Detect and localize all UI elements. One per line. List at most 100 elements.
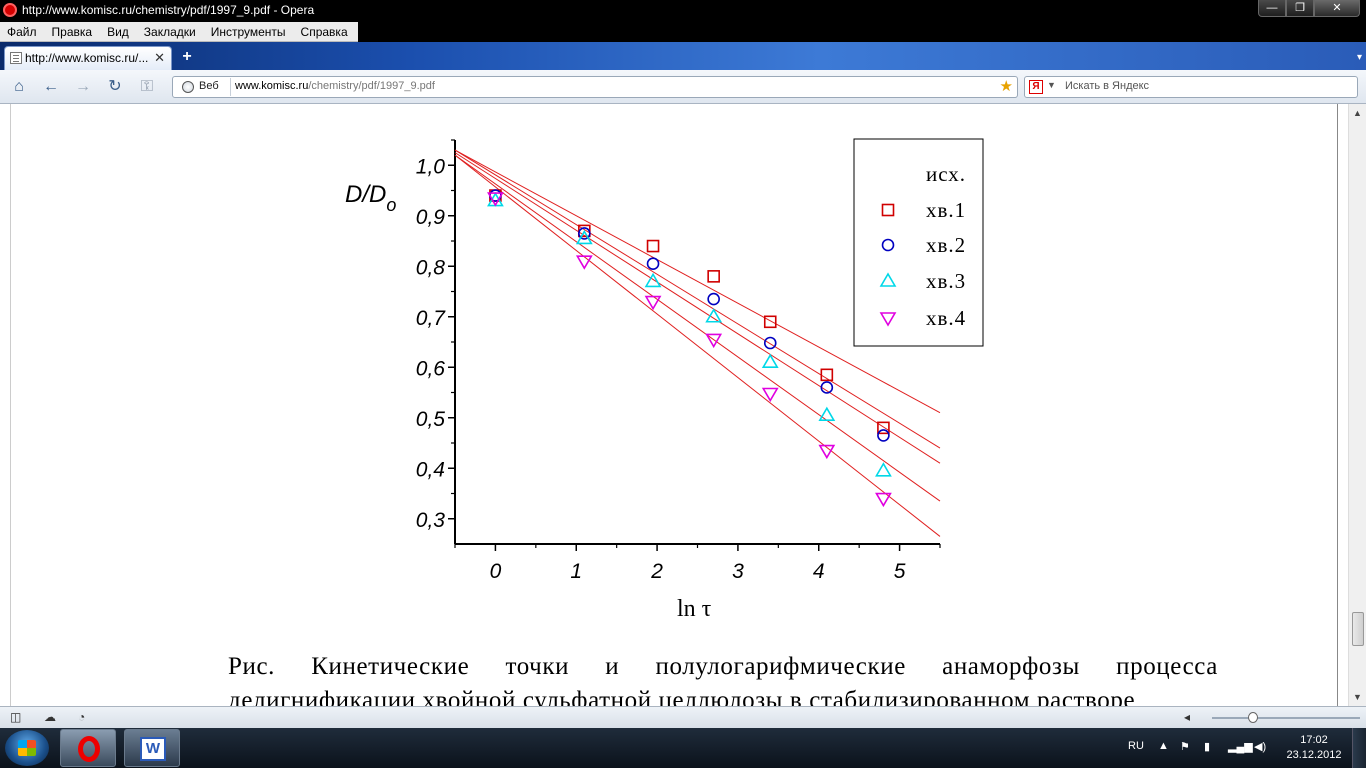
- data-point-хв.2: [820, 381, 834, 394]
- network-icon[interactable]: ▂▄▆: [1228, 741, 1253, 753]
- y-tick-label: 0,8: [416, 256, 446, 279]
- wand-key-icon[interactable]: ⚿: [140, 78, 154, 95]
- url-path: /chemistry/pdf/1997_9.pdf: [308, 80, 435, 92]
- web-button[interactable]: Веб: [175, 78, 231, 96]
- menu-bar: Файл Правка Вид Закладки Инструменты Спр…: [0, 22, 358, 42]
- action-center-icon[interactable]: ⚑: [1180, 741, 1190, 753]
- tab-komisc-pdf[interactable]: http://www.komisc.ru/... ✕: [4, 46, 172, 70]
- data-point-хв.3: [705, 308, 723, 323]
- home-icon[interactable]: ⌂: [14, 78, 24, 95]
- data-point-хв.4: [644, 295, 662, 311]
- cloud-icon[interactable]: ☁: [44, 710, 56, 724]
- search-engine-dropdown-icon[interactable]: ▼: [1047, 80, 1056, 90]
- page-right-border: [1337, 104, 1338, 706]
- system-clock[interactable]: 17:02 23.12.2012: [1284, 733, 1344, 763]
- menu-tools[interactable]: Инструменты: [210, 25, 286, 39]
- kinetics-chart: 0 1 2 3 4 5 0,3 0,4 0,5 0,6 0,7 0,8 0,9 1,0 D/Do ln τ…: [345, 138, 984, 622]
- tab-menu-icon[interactable]: ▾: [1356, 52, 1362, 63]
- x-tick-label: 5: [894, 560, 906, 583]
- url-text[interactable]: www.komisc.ru/chemistry/pdf/1997_9.pdf: [235, 80, 435, 92]
- x-tick-label: 4: [813, 560, 825, 583]
- legend-label: хв.3: [926, 269, 966, 293]
- x-axis-title: ln τ: [677, 596, 712, 622]
- zoom-slider-knob[interactable]: [1248, 712, 1258, 723]
- fit-line: [454, 149, 941, 449]
- scroll-down-icon[interactable]: ▼: [1353, 692, 1362, 702]
- data-point-хв.2: [646, 257, 660, 271]
- page-left-border: [10, 104, 11, 706]
- tab-label: http://www.komisc.ru/...: [25, 51, 149, 65]
- data-point-хв.1: [646, 239, 660, 253]
- clock-date: 23.12.2012: [1286, 749, 1342, 761]
- word-icon: W: [140, 737, 166, 761]
- y-axis-title-sub: o: [386, 195, 396, 215]
- menu-bookmarks[interactable]: Закладки: [143, 25, 196, 39]
- language-indicator[interactable]: RU: [1128, 740, 1144, 752]
- fit-line: [454, 154, 941, 502]
- menu-help[interactable]: Справка: [300, 25, 348, 39]
- figure-caption-line-1: Рис. Кинетические точки и полулогарифмич…: [228, 653, 1218, 680]
- data-point-хв.2: [877, 429, 890, 442]
- show-desktop-button[interactable]: [1352, 728, 1366, 768]
- data-point-хв.3: [818, 406, 836, 422]
- maximize-button[interactable]: ❐: [1286, 0, 1314, 17]
- volume-icon[interactable]: ◀): [1254, 741, 1267, 753]
- menu-bar-filler: [358, 22, 1366, 42]
- turbo-icon[interactable]: ◔: [78, 710, 86, 724]
- legend-marker: [881, 203, 895, 217]
- y-tick-label: 1,0: [416, 155, 446, 178]
- data-point-хв.2: [707, 292, 720, 306]
- window-title-bar[interactable]: http://www.komisc.ru/chemistry/pdf/1997_…: [0, 0, 1366, 22]
- status-bar: ◫ ☁ ◔ ◂: [0, 706, 1366, 728]
- legend-label: хв.4: [926, 306, 966, 330]
- close-button[interactable]: ✕: [1314, 0, 1360, 17]
- data-point-хв.4: [487, 192, 504, 207]
- vertical-scrollbar[interactable]: ▲ ▼: [1348, 104, 1366, 706]
- data-point-хв.4: [575, 255, 593, 270]
- minimize-button[interactable]: —: [1258, 0, 1286, 17]
- yandex-icon[interactable]: Я: [1029, 80, 1043, 94]
- web-button-label: Веб: [199, 80, 219, 92]
- y-tick-label: 0,6: [416, 357, 446, 380]
- panel-toggle-icon[interactable]: ◫: [10, 710, 22, 724]
- menu-view[interactable]: Вид: [107, 25, 129, 39]
- tab-close-icon[interactable]: ✕: [154, 50, 165, 65]
- power-icon[interactable]: ▮: [1204, 741, 1211, 753]
- forward-icon[interactable]: →: [75, 78, 91, 95]
- legend-label: хв.1: [926, 198, 966, 222]
- new-tab-button[interactable]: +: [182, 48, 192, 65]
- start-button[interactable]: [5, 730, 49, 766]
- taskbar-opera[interactable]: [60, 729, 116, 767]
- back-icon[interactable]: ←: [43, 78, 59, 95]
- search-input[interactable]: Искать в Яндекс: [1065, 80, 1150, 92]
- zoom-arrow-icon[interactable]: ◂: [1184, 710, 1191, 724]
- y-axis-title-main: D/D: [345, 181, 386, 208]
- fit-line: [454, 149, 941, 414]
- search-box[interactable]: Я ▼ Искать в Яндекс: [1024, 76, 1358, 98]
- y-axis-title: D/Do: [345, 181, 396, 215]
- page-icon: [10, 52, 22, 64]
- fit-line: [454, 152, 941, 464]
- data-point-хв.2: [763, 336, 777, 350]
- figure-caption-line-2: делигнификации хвойной сульфатной целлюл…: [228, 687, 1136, 706]
- data-point-хв.4: [705, 333, 723, 349]
- legend-label: хв.2: [926, 233, 966, 257]
- opera-logo-icon: [3, 3, 17, 17]
- x-tick-label: 1: [570, 560, 582, 583]
- zoom-slider[interactable]: [1212, 717, 1360, 719]
- x-tick-label: 0: [490, 560, 502, 583]
- taskbar-word[interactable]: W: [124, 729, 180, 767]
- reload-icon[interactable]: ↻: [108, 78, 122, 95]
- tray-expand-icon[interactable]: ▲: [1158, 740, 1169, 752]
- y-tick-label: 0,7: [416, 307, 447, 330]
- scroll-up-icon[interactable]: ▲: [1353, 108, 1362, 118]
- navigation-bar: ⌂ ← → ↻ ⚿ Веб www.komisc.ru/chemistry/pd…: [0, 70, 1366, 104]
- scroll-thumb[interactable]: [1352, 612, 1364, 646]
- data-point-хв.3: [575, 229, 593, 245]
- x-tick-label: 2: [650, 560, 663, 583]
- bookmark-star-icon[interactable]: ★: [999, 78, 1013, 95]
- menu-edit[interactable]: Правка: [51, 25, 93, 39]
- menu-file[interactable]: Файл: [7, 25, 37, 39]
- data-point-хв.3: [644, 272, 662, 288]
- address-bar[interactable]: Веб www.komisc.ru/chemistry/pdf/1997_9.p…: [172, 76, 1018, 98]
